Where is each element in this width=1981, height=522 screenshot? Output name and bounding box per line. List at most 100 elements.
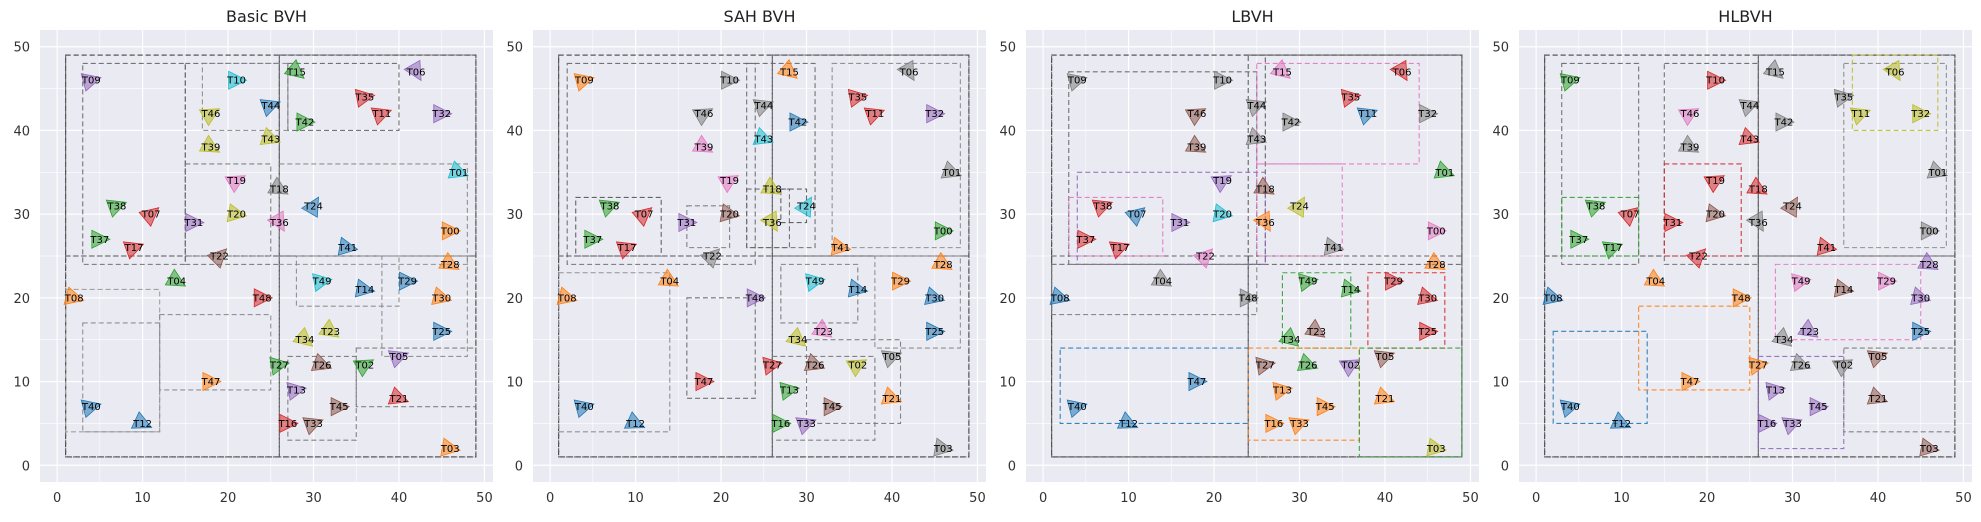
triangle-shape bbox=[1124, 207, 1146, 227]
triangle-T42 bbox=[789, 112, 809, 132]
triangle-T20 bbox=[1212, 203, 1234, 223]
triangle-shape bbox=[795, 417, 817, 436]
triangle-T16 bbox=[279, 413, 299, 434]
triangle-T23 bbox=[811, 318, 833, 338]
triangle-T01 bbox=[1926, 160, 1949, 179]
triangle-T20 bbox=[226, 203, 248, 223]
triangle-shape bbox=[1338, 359, 1361, 378]
triangle-shape bbox=[1255, 356, 1277, 376]
triangle-T08 bbox=[1049, 286, 1071, 305]
y-tick-label: 50 bbox=[999, 41, 1016, 56]
triangle-label: T17 bbox=[1110, 243, 1130, 254]
triangle-shape bbox=[762, 356, 784, 376]
triangle-T29 bbox=[892, 271, 912, 291]
triangle-T19 bbox=[1210, 175, 1233, 194]
triangle-shape bbox=[1049, 286, 1071, 305]
triangle-shape bbox=[1304, 318, 1326, 338]
triangle-shape bbox=[631, 207, 653, 227]
triangle-shape bbox=[931, 251, 953, 270]
triangle-label: T22 bbox=[1195, 252, 1215, 263]
triangle-shape bbox=[441, 221, 462, 241]
triangle-T04 bbox=[1150, 268, 1173, 287]
triangle-T18 bbox=[267, 176, 289, 195]
triangle-T15 bbox=[1762, 59, 1784, 79]
triangle-shape bbox=[224, 175, 247, 194]
bvh-box bbox=[771, 255, 970, 458]
triangle-label: T17 bbox=[1603, 243, 1623, 254]
triangle-T15 bbox=[283, 59, 305, 79]
triangle-label: T41 bbox=[1323, 243, 1343, 254]
triangle-shape bbox=[1664, 212, 1684, 233]
triangle-T39 bbox=[1677, 134, 1700, 153]
triangle-label: T34 bbox=[1774, 335, 1794, 346]
y-tick-label: 40 bbox=[1492, 124, 1509, 139]
triangle-shape bbox=[1278, 326, 1300, 347]
triangle-label: T01 bbox=[1927, 168, 1947, 179]
x-tick-label: 30 bbox=[798, 491, 815, 506]
triangle-label: T42 bbox=[1281, 118, 1301, 129]
triangle-T35 bbox=[1340, 88, 1362, 108]
triangle-T37 bbox=[584, 229, 604, 249]
triangle-label: T48 bbox=[745, 293, 765, 304]
triangle-T47 bbox=[1188, 371, 1208, 392]
subplot-title: Basic BVH bbox=[226, 7, 307, 26]
triangle-shape bbox=[1066, 73, 1088, 92]
bvh-box bbox=[295, 255, 400, 307]
triangle-label: T42 bbox=[788, 118, 808, 129]
triangle-T08 bbox=[63, 286, 85, 305]
triangle-label: T35 bbox=[1340, 92, 1360, 103]
triangle-T11 bbox=[1849, 107, 1872, 126]
triangle-shape bbox=[138, 207, 160, 227]
triangle-shape bbox=[91, 229, 111, 249]
triangle-shape bbox=[584, 229, 604, 249]
triangle-shape bbox=[1912, 321, 1932, 341]
triangle-T34 bbox=[785, 326, 807, 347]
bvh-box bbox=[575, 196, 662, 257]
triangle-label: T15 bbox=[779, 67, 799, 78]
y-tick-label: 40 bbox=[13, 124, 30, 139]
triangle-shape bbox=[1282, 112, 1302, 132]
triangle-label: T15 bbox=[1272, 67, 1292, 78]
triangle-label: T18 bbox=[762, 185, 782, 196]
triangle-shape bbox=[845, 359, 868, 378]
triangle-shape bbox=[717, 175, 740, 194]
triangle-label: T45 bbox=[1315, 402, 1335, 413]
triangle-T46 bbox=[691, 108, 714, 127]
triangle-shape bbox=[1833, 278, 1855, 298]
triangle-shape bbox=[1433, 160, 1456, 179]
triangle-T47 bbox=[202, 371, 222, 392]
triangle-shape bbox=[1758, 413, 1778, 434]
triangle-label: T16 bbox=[277, 419, 297, 430]
triangle-shape bbox=[1882, 59, 1901, 82]
triangle-label: T27 bbox=[1255, 360, 1275, 371]
triangle-T12 bbox=[623, 411, 646, 429]
triangle-label: T31 bbox=[1662, 218, 1682, 229]
triangle-label: T05 bbox=[389, 352, 409, 363]
triangle-T41 bbox=[830, 236, 852, 256]
triangle-shape bbox=[779, 381, 801, 401]
triangle-shape bbox=[1912, 104, 1932, 124]
bvh-box bbox=[184, 163, 272, 257]
triangle-T00 bbox=[934, 221, 955, 241]
triangle-label: T31 bbox=[676, 218, 696, 229]
subplot-2: 0 10 20 30 40 50 0 10 20 30 40 50 SAH BVH T00 T01 T02 T0… bbox=[506, 7, 986, 506]
triangle-shape bbox=[267, 176, 289, 195]
triangle-label: T29 bbox=[397, 277, 417, 288]
bvh-box bbox=[566, 62, 756, 265]
triangle-label: T25 bbox=[431, 327, 451, 338]
triangle-label: T43 bbox=[753, 134, 773, 145]
triangle-label: T18 bbox=[269, 185, 289, 196]
y-tick-label: 0 bbox=[1501, 459, 1509, 474]
x-tick-label: 50 bbox=[969, 491, 986, 506]
triangle-label: T37 bbox=[1568, 235, 1588, 246]
triangle-T25 bbox=[1419, 321, 1439, 341]
triangle-label: T06 bbox=[1885, 67, 1905, 78]
triangle-label: T42 bbox=[1774, 118, 1794, 129]
triangle-shape bbox=[1091, 199, 1114, 218]
triangle-T15 bbox=[1269, 59, 1291, 79]
triangle-shape bbox=[691, 108, 714, 127]
triangle-T29 bbox=[1878, 271, 1898, 291]
triangle-T24 bbox=[300, 196, 319, 218]
triangle-label: T19 bbox=[1212, 176, 1232, 187]
y-tick-label: 20 bbox=[1492, 292, 1509, 307]
